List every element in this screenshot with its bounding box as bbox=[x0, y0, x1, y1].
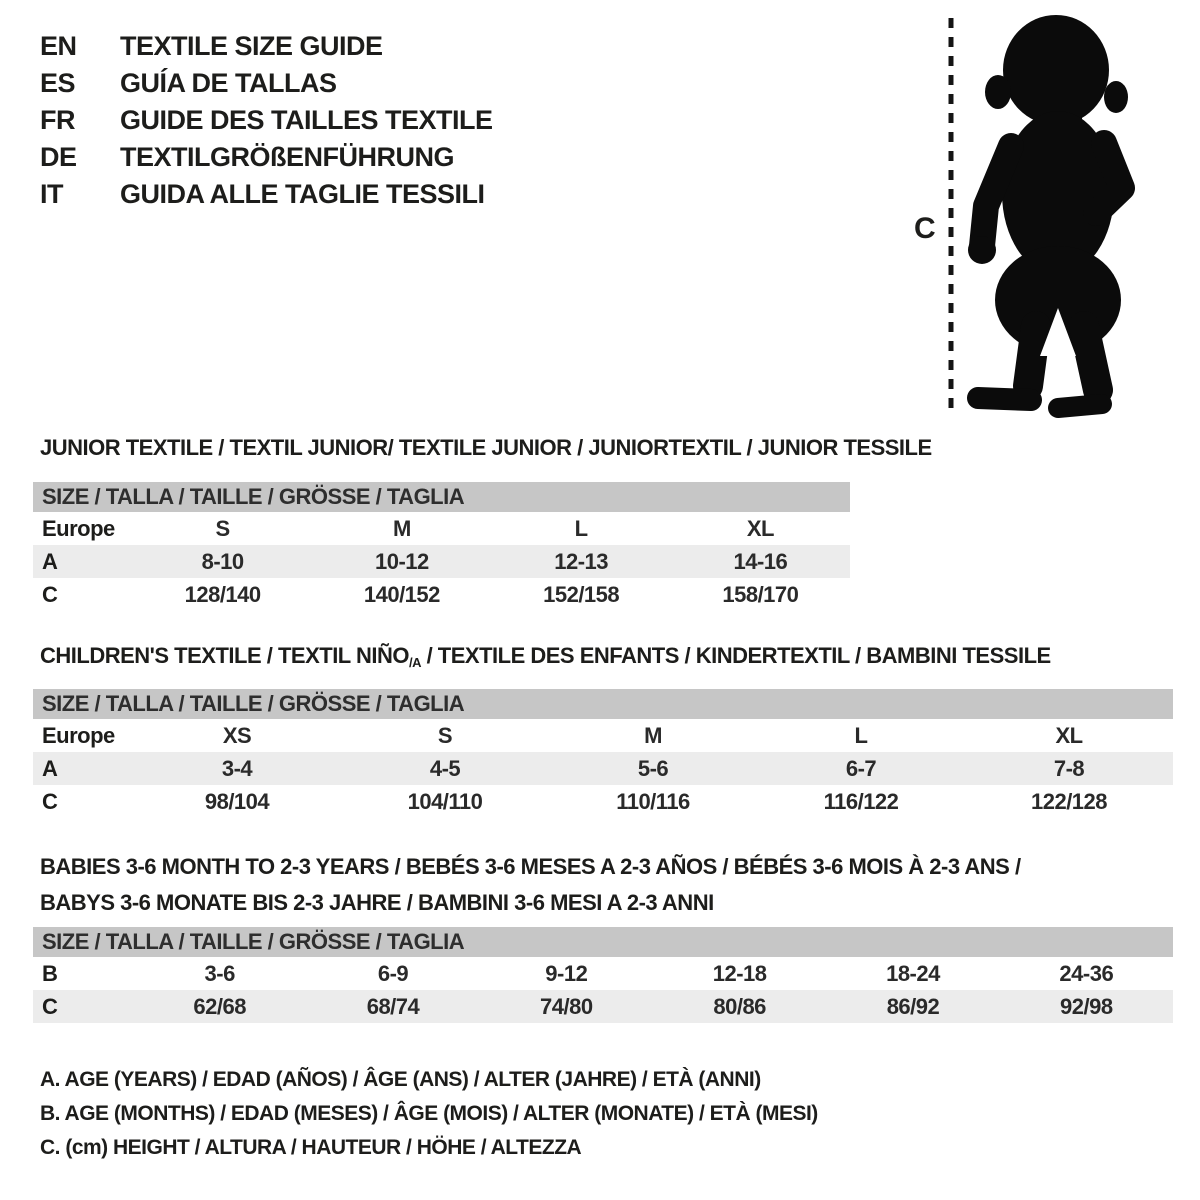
children-title-post: / TEXTILE DES ENFANTS / KINDERTEXTIL / B… bbox=[420, 643, 1052, 668]
table-cell: XL bbox=[1055, 722, 1083, 748]
table-cell: 12-13 bbox=[554, 548, 609, 574]
lang-row-it: IT GUIDA ALLE TAGLIE TESSILI bbox=[40, 176, 493, 213]
language-title-list: EN TEXTILE SIZE GUIDE ES GUÍA DE TALLAS … bbox=[40, 28, 493, 213]
table-cell: 140/152 bbox=[363, 581, 441, 607]
size-header-band: SIZE / TALLA / TAILLE / GRÖSSE / TAGLIA bbox=[33, 927, 1173, 957]
table-cell: M bbox=[392, 515, 411, 541]
table-row: C 62/68 68/74 74/80 80/86 86/92 92/98 bbox=[33, 990, 1173, 1023]
lang-code: DE bbox=[40, 142, 77, 172]
table-cell: 4-5 bbox=[429, 755, 461, 781]
table-cell: 110/116 bbox=[616, 788, 690, 814]
table-cell: 14-16 bbox=[733, 548, 788, 574]
table-row: B 3-6 6-9 9-12 12-18 18-24 24-36 bbox=[33, 957, 1173, 990]
table-cell: 152/158 bbox=[543, 581, 620, 607]
lang-code: ES bbox=[40, 68, 76, 98]
lang-code: FR bbox=[40, 105, 76, 135]
lang-code: IT bbox=[40, 179, 64, 209]
measurement-legend: A. AGE (YEARS) / EDAD (AÑOS) / ÂGE (ANS)… bbox=[40, 1063, 818, 1165]
table-row: A 8-10 10-12 12-13 14-16 bbox=[33, 545, 850, 578]
table-cell: 6-7 bbox=[845, 755, 877, 781]
row-label: B bbox=[42, 960, 58, 986]
table-cell: 128/140 bbox=[184, 581, 262, 607]
table-cell: 74/80 bbox=[540, 993, 593, 1019]
table-cell: XL bbox=[746, 515, 775, 541]
baby-silhouette-graphic bbox=[948, 15, 1135, 418]
table-row: A 3-4 4-5 5-6 6-7 7-8 bbox=[33, 752, 1173, 785]
table-cell: 104/110 bbox=[407, 788, 483, 814]
children-size-table: SIZE / TALLA / TAILLE / GRÖSSE / TAGLIA … bbox=[33, 689, 1173, 818]
row-label: C bbox=[42, 788, 58, 814]
table-cell: 9-12 bbox=[545, 960, 588, 986]
table-cell: 6-9 bbox=[377, 960, 409, 986]
children-section-title: CHILDREN'S TEXTILE / TEXTIL NIÑO/A / TEX… bbox=[40, 643, 1052, 670]
babies-title-line2: BABYS 3-6 MONATE BIS 2-3 JAHRE / BAMBINI… bbox=[40, 890, 714, 915]
lang-title: GUÍA DE TALLAS bbox=[120, 68, 337, 98]
table-cell: 86/92 bbox=[886, 993, 940, 1019]
children-title-pre: CHILDREN'S TEXTILE / TEXTIL NIÑO bbox=[40, 643, 409, 668]
size-header-band: SIZE / TALLA / TAILLE / GRÖSSE / TAGLIA bbox=[33, 689, 1173, 719]
legend-age-years: A. AGE (YEARS) / EDAD (AÑOS) / ÂGE (ANS)… bbox=[40, 1068, 761, 1091]
row-label: Europe bbox=[42, 515, 115, 541]
row-label: A bbox=[42, 548, 58, 574]
table-cell: L bbox=[854, 722, 868, 748]
lang-row-de: DE TEXTILGRÖßENFÜHRUNG bbox=[40, 139, 493, 176]
row-label: A bbox=[42, 755, 58, 781]
table-cell: 98/104 bbox=[204, 788, 270, 814]
row-label: C bbox=[42, 993, 58, 1019]
babies-title-line1: BABIES 3-6 MONTH TO 2-3 YEARS / BEBÉS 3-… bbox=[40, 854, 1021, 879]
table-row: C 128/140 140/152 152/158 158/170 bbox=[33, 578, 850, 611]
table-cell: 24-36 bbox=[1059, 960, 1114, 986]
table-cell: 12-18 bbox=[712, 960, 767, 986]
children-title-sub: /A bbox=[408, 655, 422, 670]
table-row: Europe XS S M L XL bbox=[33, 719, 1173, 752]
lang-title: TEXTILE SIZE GUIDE bbox=[120, 31, 383, 61]
lang-code: EN bbox=[40, 31, 77, 61]
table-cell: 80/86 bbox=[713, 993, 766, 1019]
baby-silhouette bbox=[967, 15, 1135, 418]
table-cell: 122/128 bbox=[1030, 788, 1108, 814]
table-cell: 7-8 bbox=[1053, 755, 1085, 781]
table-cell: 3-6 bbox=[204, 960, 236, 986]
table-cell: 5-6 bbox=[637, 755, 669, 781]
lang-row-en: EN TEXTILE SIZE GUIDE bbox=[40, 28, 493, 65]
table-cell: S bbox=[215, 515, 231, 541]
lang-row-es: ES GUÍA DE TALLAS bbox=[40, 65, 493, 102]
junior-size-table: SIZE / TALLA / TAILLE / GRÖSSE / TAGLIA … bbox=[33, 482, 850, 611]
table-cell: S bbox=[437, 722, 453, 748]
height-measure-label: C bbox=[914, 212, 936, 245]
table-cell: 116/122 bbox=[823, 788, 899, 814]
legend-height-cm: C. (cm) HEIGHT / ALTURA / HAUTEUR / HÖHE… bbox=[40, 1136, 582, 1159]
table-cell: 62/68 bbox=[193, 993, 246, 1019]
legend-age-months: B. AGE (MONTHS) / EDAD (MESES) / ÂGE (MO… bbox=[40, 1102, 818, 1125]
table-cell: 158/170 bbox=[722, 581, 799, 607]
lang-title: GUIDA ALLE TAGLIE TESSILI bbox=[120, 179, 485, 209]
table-cell: XS bbox=[222, 722, 252, 748]
table-cell: 92/98 bbox=[1060, 993, 1113, 1019]
lang-row-fr: FR GUIDE DES TAILLES TEXTILE bbox=[40, 102, 493, 139]
table-cell: 18-24 bbox=[886, 960, 940, 986]
table-cell: 8-10 bbox=[201, 548, 245, 574]
table-cell: 68/74 bbox=[366, 993, 420, 1019]
lang-title: TEXTILGRÖßENFÜHRUNG bbox=[120, 142, 455, 172]
table-cell: M bbox=[644, 722, 662, 748]
row-label: C bbox=[42, 581, 58, 607]
row-label: Europe bbox=[42, 722, 115, 748]
table-cell: 10-12 bbox=[374, 548, 429, 574]
lang-title: GUIDE DES TAILLES TEXTILE bbox=[120, 105, 493, 135]
table-cell: 3-4 bbox=[221, 755, 253, 781]
size-header-band: SIZE / TALLA / TAILLE / GRÖSSE / TAGLIA bbox=[33, 482, 850, 512]
junior-section-title: JUNIOR TEXTILE / TEXTIL JUNIOR/ TEXTILE … bbox=[40, 435, 932, 460]
table-row: C 98/104 104/110 110/116 116/122 122/128 bbox=[33, 785, 1173, 818]
babies-section-title: BABIES 3-6 MONTH TO 2-3 YEARS / BEBÉS 3-… bbox=[40, 849, 1021, 921]
babies-size-table: SIZE / TALLA / TAILLE / GRÖSSE / TAGLIA … bbox=[33, 927, 1173, 1023]
table-row: Europe S M L XL bbox=[33, 512, 850, 545]
table-cell: L bbox=[574, 515, 588, 541]
